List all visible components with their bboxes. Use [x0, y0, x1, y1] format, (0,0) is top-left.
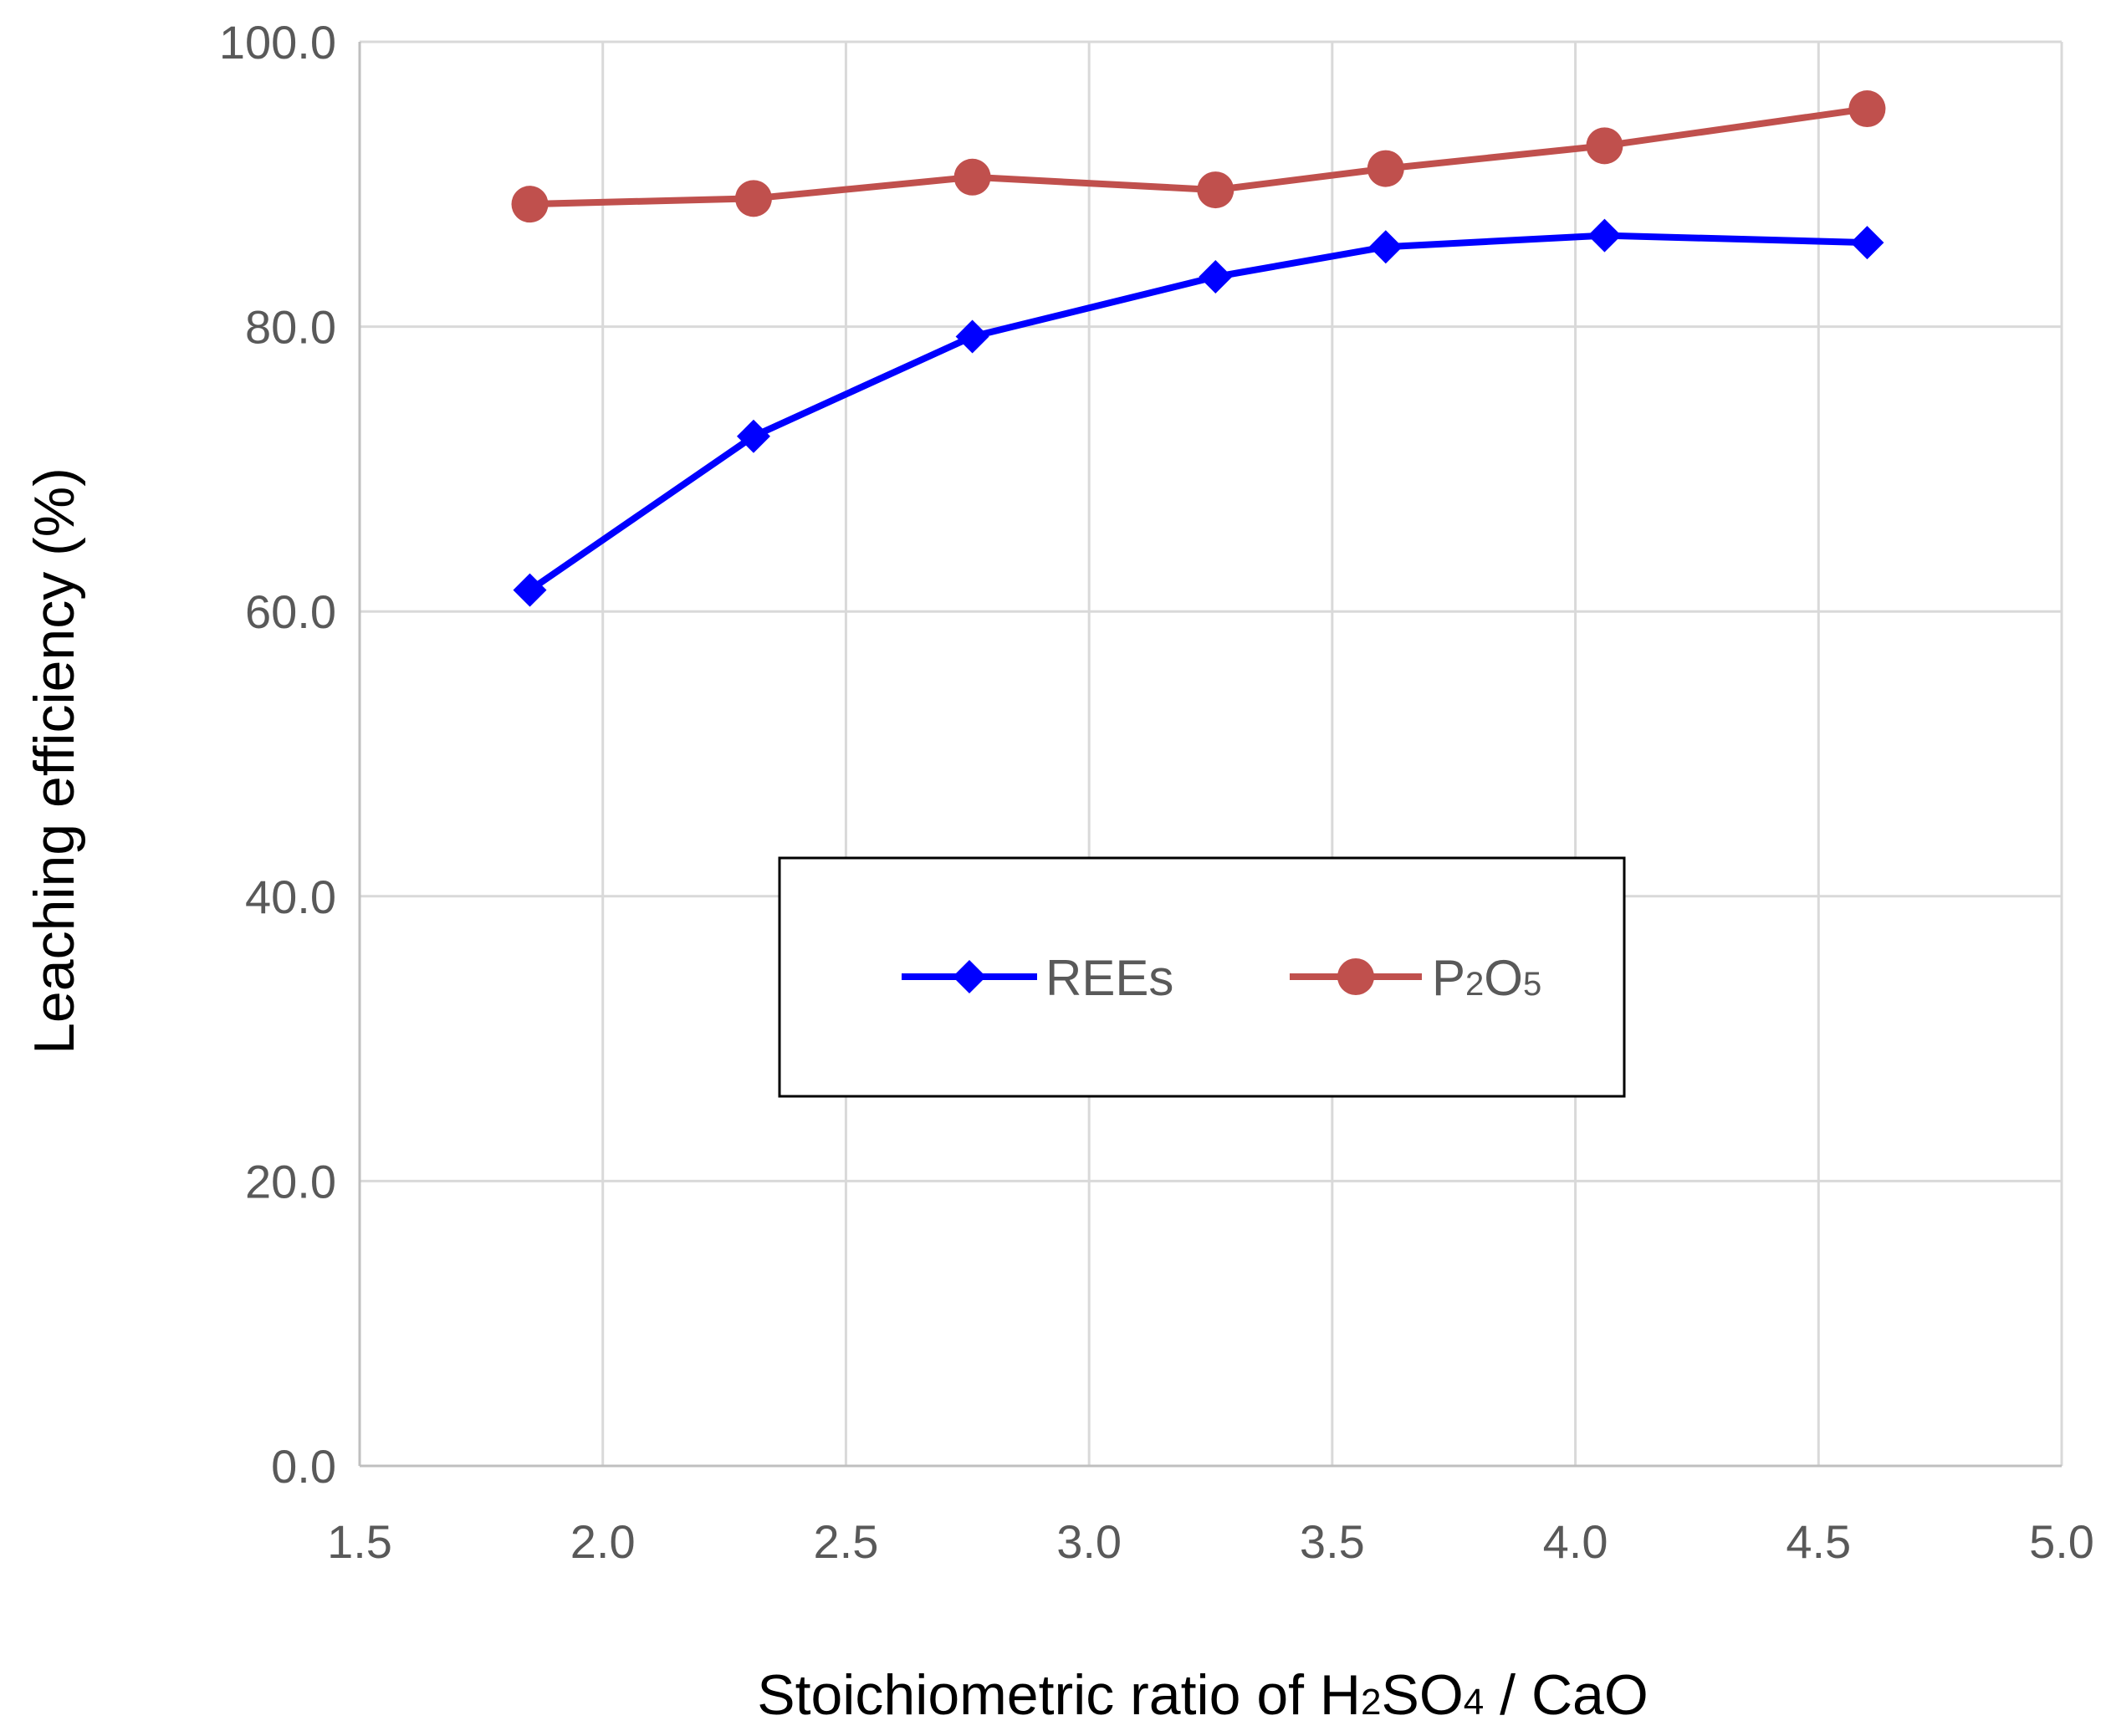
x-tick-label: 2.0: [570, 1515, 636, 1568]
x-tick-label: 3.0: [1056, 1515, 1122, 1568]
p2o5-point: [1586, 127, 1623, 165]
rees-point: [513, 573, 547, 607]
legend-p2o5-label-o: O: [1484, 950, 1523, 1006]
y-tick-label: 20.0: [245, 1155, 336, 1208]
legend-p2o5-label-p: P: [1432, 950, 1465, 1006]
p2o5-point: [1197, 171, 1234, 209]
y-tick-label: 80.0: [245, 301, 336, 354]
y-tick-label: 100.0: [219, 16, 336, 69]
rees-point: [1199, 259, 1233, 294]
rees-point: [1587, 218, 1622, 253]
rees-point: [1368, 230, 1403, 264]
legend-p2o5-marker: [1337, 958, 1374, 995]
legend-p2o5-label-sub-5: 5: [1523, 966, 1541, 1003]
legend-p2o5-label-sub-2: 2: [1465, 966, 1484, 1003]
x-axis-title-post: / CaO: [1484, 1663, 1649, 1727]
data-series: [511, 90, 1886, 607]
p2o5-point: [1367, 150, 1404, 187]
x-tick-label: 4.0: [1543, 1515, 1608, 1568]
p2o5-point: [953, 158, 991, 196]
y-tick-labels: 0.0 20.0 40.0 60.0 80.0 100.0: [219, 16, 336, 1493]
x-axis-title-sub-4: 4: [1464, 1682, 1484, 1723]
legend: REEs P2O5: [778, 856, 1626, 1098]
y-tick-label: 40.0: [245, 871, 336, 923]
x-tick-label: 5.0: [2029, 1515, 2094, 1568]
x-tick-label: 4.5: [1786, 1515, 1851, 1568]
x-axis-title-sub-2: 2: [1361, 1682, 1381, 1723]
x-axis-title: Stoichiometric ratio of H2SO4 / CaO: [757, 1663, 1649, 1727]
x-tick-label: 3.5: [1300, 1515, 1365, 1568]
rees-point: [1850, 226, 1884, 260]
p2o5-point: [511, 186, 549, 223]
p2o5-point: [1848, 90, 1886, 128]
x-axis-title-pre: Stoichiometric ratio of H: [757, 1663, 1361, 1727]
x-tick-label: 2.5: [813, 1515, 878, 1568]
y-axis-title: Leaching efficiency (%): [23, 467, 86, 1054]
x-axis-title-so: SO: [1382, 1663, 1464, 1727]
rees-point: [955, 319, 989, 354]
x-tick-labels: 1.5 2.0 2.5 3.0 3.5 4.0 4.5 5.0: [327, 1515, 2094, 1568]
rees-point: [736, 419, 770, 453]
axes: [358, 42, 2062, 1468]
legend-p2o5-label: P2O5: [1432, 950, 1541, 1006]
legend-rees-marker: [953, 960, 986, 993]
y-tick-label: 60.0: [245, 585, 336, 638]
x-tick-label: 1.5: [327, 1515, 392, 1568]
y-tick-label: 0.0: [271, 1440, 336, 1493]
p2o5-point: [734, 180, 772, 217]
legend-rees-label: REEs: [1045, 950, 1173, 1006]
